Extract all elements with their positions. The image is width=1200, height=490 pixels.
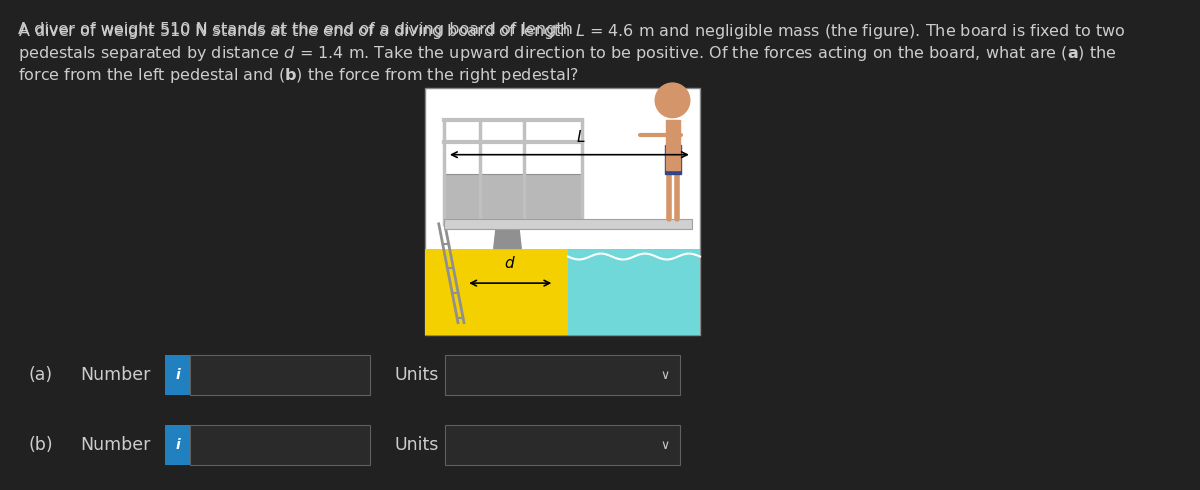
Text: ∨: ∨	[660, 368, 670, 382]
FancyBboxPatch shape	[166, 425, 190, 465]
FancyBboxPatch shape	[166, 355, 190, 395]
FancyBboxPatch shape	[444, 174, 582, 224]
FancyBboxPatch shape	[190, 355, 370, 395]
Text: (a): (a)	[28, 366, 52, 384]
FancyBboxPatch shape	[445, 355, 680, 395]
Text: Number: Number	[80, 366, 150, 384]
Text: $d$: $d$	[504, 255, 516, 271]
Polygon shape	[665, 145, 680, 174]
Polygon shape	[493, 224, 521, 248]
FancyBboxPatch shape	[190, 425, 370, 465]
Text: i: i	[175, 368, 180, 382]
Text: i: i	[175, 438, 180, 452]
Text: pedestals separated by distance $d$ = 1.4 m. Take the upward direction to be pos: pedestals separated by distance $d$ = 1.…	[18, 44, 1116, 63]
Text: A diver of weight 510 N stands at the end of a diving board of length $L$ = 4.6 : A diver of weight 510 N stands at the en…	[18, 22, 1126, 41]
FancyBboxPatch shape	[445, 425, 680, 465]
Text: Number: Number	[80, 436, 150, 454]
FancyBboxPatch shape	[425, 248, 580, 335]
FancyBboxPatch shape	[425, 88, 700, 335]
Text: ∨: ∨	[660, 439, 670, 451]
Text: A diver of weight 510 N stands at the end of a diving board of length: A diver of weight 510 N stands at the en…	[18, 22, 578, 37]
Text: (b): (b)	[28, 436, 53, 454]
Polygon shape	[666, 120, 679, 170]
FancyBboxPatch shape	[444, 219, 691, 229]
Text: Units: Units	[395, 366, 439, 384]
Text: Units: Units	[395, 436, 439, 454]
Text: force from the left pedestal and ($\mathbf{b}$) the force from the right pedesta: force from the left pedestal and ($\math…	[18, 66, 580, 85]
Text: $L$: $L$	[576, 129, 586, 145]
Circle shape	[655, 83, 690, 118]
FancyBboxPatch shape	[568, 248, 700, 335]
